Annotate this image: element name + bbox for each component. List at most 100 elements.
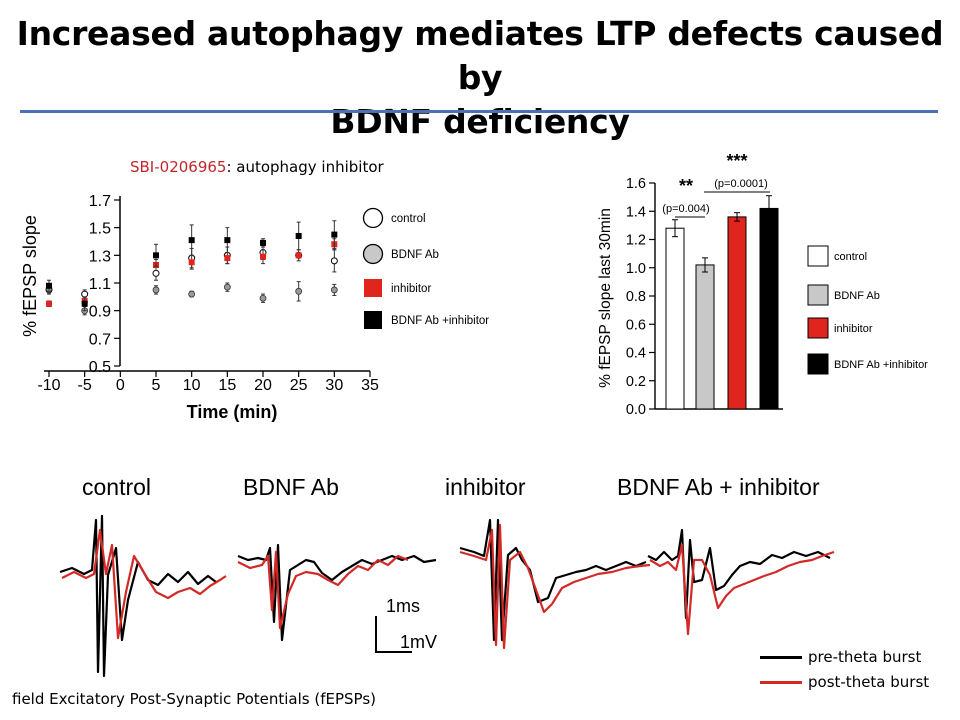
bar-y-tick-label: 1.6: [626, 176, 646, 192]
scatter-y-tick-label: 0.5: [89, 359, 111, 376]
slide-title: Increased autophagy mediates LTP defects…: [0, 12, 960, 144]
scatter-point-control: [330, 257, 338, 265]
bar-bdnf-ab-inhibitor: [759, 207, 779, 410]
scatter-point-bdnf-ab: [152, 286, 160, 294]
trace-scale-bar: [375, 616, 412, 653]
scatter-point-inhibitor: [224, 255, 231, 262]
scatter-x-tick-label: 20: [254, 377, 272, 394]
trace-combo-post: [649, 543, 835, 636]
footer-note: field Excitatory Post-Synaptic Potential…: [12, 690, 376, 708]
bar-legend-label: inhibitor: [834, 323, 873, 335]
bar-y-tick-label: 1.0: [626, 261, 646, 277]
scatter-y-tick-label: 1.5: [89, 221, 111, 238]
scatter-x-tick-label: 0: [116, 377, 125, 394]
scatter-point-bdnf-ab-inhibitor: [188, 237, 195, 244]
trace-legend-pre: pre-theta burst: [760, 648, 921, 666]
scatter-point-bdnf-ab-inhibitor: [81, 300, 88, 307]
scatter-point-bdnf-ab-inhibitor: [224, 237, 231, 244]
scale-time-label: 1ms: [386, 596, 420, 616]
scatter-point-control: [81, 290, 89, 298]
bar-y-tick-label: 1.4: [626, 204, 646, 220]
scatter-point-bdnf-ab-inhibitor: [331, 231, 338, 238]
scatter-point-inhibitor: [46, 300, 52, 307]
bar-legend-swatch: [807, 317, 829, 339]
trace-label-control: control: [82, 474, 152, 500]
scatter-point-bdnf-ab: [223, 283, 231, 291]
scatter-point-inhibitor: [295, 252, 302, 259]
inhibitor-name: SBI-0206965: [130, 158, 227, 176]
scatter-point-bdnf-ab: [295, 287, 303, 295]
scatter-x-tick-label: 25: [290, 377, 308, 394]
scatter-point-inhibitor: [260, 253, 266, 260]
slide-title-line2: BDNF deficiency: [330, 102, 630, 141]
trace-control-pre: [59, 514, 217, 678]
trace-control-post: [61, 528, 227, 640]
bar-p-value: (p=0.004): [662, 203, 709, 215]
trace-label-inhibitor: inhibitor: [445, 474, 526, 500]
trace-inhibitor-pre: [459, 518, 647, 642]
scatter-point-bdnf-ab-inhibitor: [295, 232, 302, 239]
scatter-legend-label: inhibitor: [391, 283, 431, 295]
trace-label-bdnf-ab-inhibitor: BDNF Ab + inhibitor: [617, 474, 820, 500]
scatter-y-tick-label: 1.7: [89, 193, 111, 210]
title-divider: [20, 110, 938, 113]
pre-line-swatch: [760, 656, 802, 659]
trace-bdnf-post: [237, 550, 409, 630]
trace-combo-pre: [647, 528, 831, 620]
scatter-point-inhibitor: [188, 259, 195, 266]
bar-y-tick-label: 0.4: [626, 346, 646, 362]
scatter-point-bdnf-ab: [188, 290, 196, 298]
trace-legend-post-label: post-theta burst: [808, 673, 930, 691]
inhibitor-description: : autophagy inhibitor: [226, 158, 384, 176]
scatter-x-tick-label: 10: [183, 377, 201, 394]
scatter-x-tick-label: -5: [78, 377, 92, 394]
bar-y-tick-label: 1.2: [626, 233, 646, 249]
scatter-point-bdnf-ab-inhibitor: [260, 239, 266, 246]
post-line-swatch: [760, 681, 802, 684]
bar-legend-swatch: [807, 353, 829, 375]
scatter-y-tick-label: 1.3: [89, 248, 111, 265]
trace-legend-post: post-theta burst: [760, 673, 929, 691]
scatter-x-tick-label: 30: [325, 377, 343, 394]
trace-label-bdnf-ab: BDNF Ab: [243, 474, 339, 500]
scatter-point-bdnf-ab: [330, 286, 338, 294]
scatter-x-tick-label: 35: [361, 377, 379, 394]
scatter-y-axis-label: % fEPSP slope: [20, 215, 40, 337]
scatter-point-bdnf-ab-inhibitor: [46, 282, 52, 289]
scale-voltage-label: 1mV: [400, 632, 437, 652]
chart-subtitle: SBI-0206965: autophagy inhibitor: [130, 158, 384, 176]
scatter-point-bdnf-ab-inhibitor: [153, 252, 159, 259]
trace-legend-pre-label: pre-theta burst: [808, 648, 922, 666]
bar-significance-marker: ***: [726, 151, 747, 171]
trace-bdnf-pre: [237, 543, 437, 642]
scatter-x-tick-label: 15: [218, 377, 236, 394]
bar-y-tick-label: 0.8: [626, 289, 646, 305]
bar-significance-marker: **: [679, 176, 693, 196]
trace-inhibitor-post: [459, 523, 651, 650]
bar-legend-label: BDNF Ab: [834, 290, 880, 302]
bar-y-tick-label: 0.6: [626, 317, 646, 333]
bar-legend-label: control: [834, 251, 867, 263]
scatter-point-bdnf-ab: [259, 294, 267, 302]
scatter-legend-label: BDNF Ab: [391, 249, 439, 261]
scatter-point-control: [152, 269, 160, 277]
bar-control: [665, 227, 685, 410]
scatter-legend-swatch-bdnf-ab: [362, 243, 384, 265]
scatter-legend-swatch-inhibitor: [364, 279, 382, 297]
scatter-legend-label: BDNF Ab +inhibitor: [391, 315, 489, 327]
bar-legend-label: BDNF Ab +inhibitor: [834, 359, 928, 371]
scatter-legend-label: control: [391, 213, 426, 225]
bar-y-tick-label: 0.0: [626, 402, 646, 418]
bar-bdnf-ab: [695, 264, 715, 410]
bar-p-value: (p=0.0001): [714, 178, 768, 190]
bar-y-axis-label: % fEPSP slope last 30min: [597, 208, 614, 388]
bar-legend-swatch: [807, 284, 829, 306]
scatter-legend-swatch-bdnf-ab-inhibitor: [364, 311, 382, 329]
slide-title-line1: Increased autophagy mediates LTP defects…: [16, 14, 944, 97]
scatter-x-axis-label: Time (min): [187, 402, 278, 422]
scatter-y-tick-label: 1.1: [89, 276, 111, 293]
scatter-y-tick-label: 0.7: [89, 331, 111, 348]
bar-inhibitor: [727, 216, 747, 410]
bar-y-tick-label: 0.2: [626, 374, 646, 390]
